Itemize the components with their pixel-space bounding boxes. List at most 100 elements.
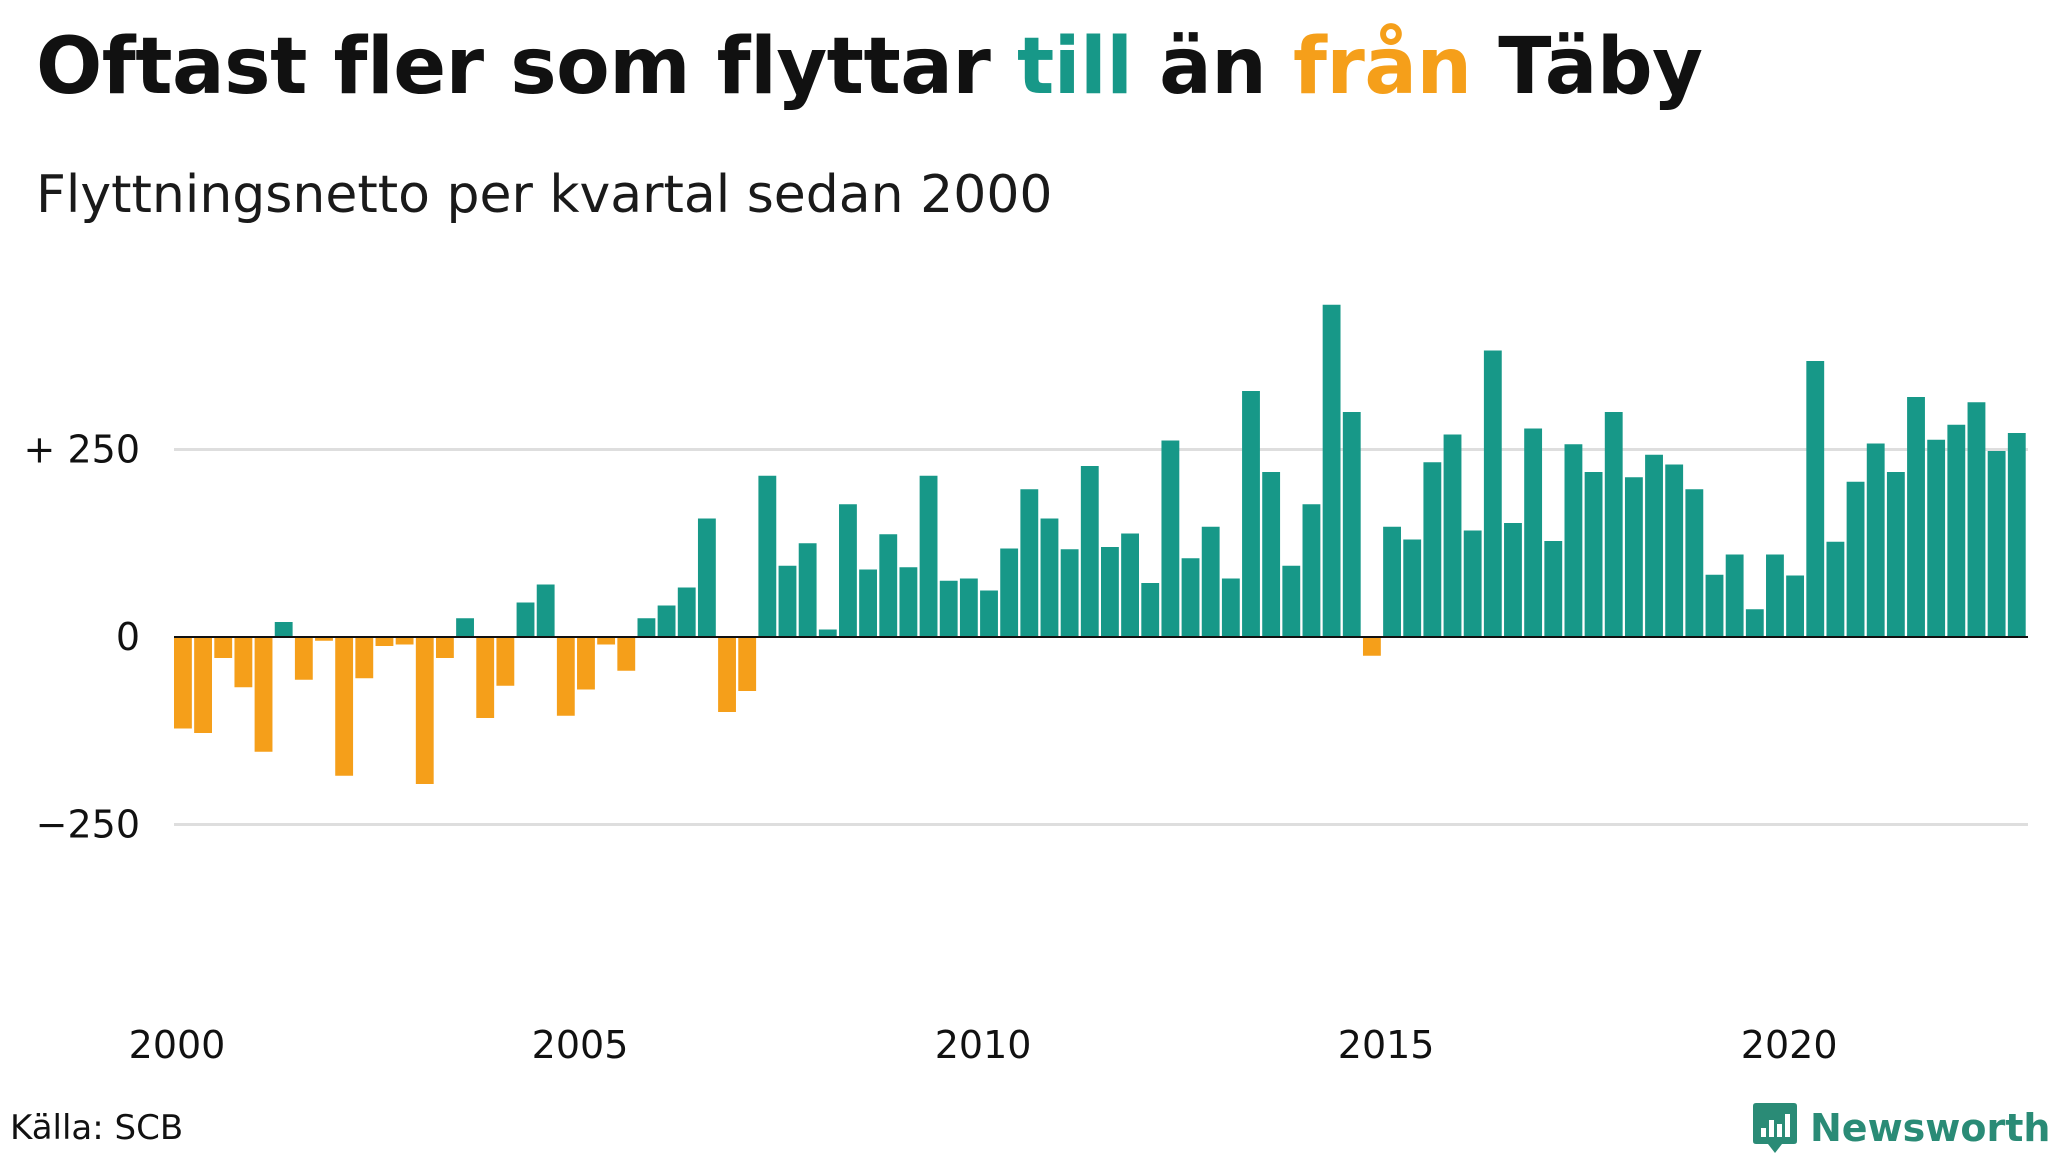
bar bbox=[1766, 554, 1784, 637]
bar bbox=[899, 567, 918, 637]
axes: + 250 0 −250 2000 2005 2010 2015 2020 bbox=[24, 428, 2028, 1067]
bar bbox=[1221, 578, 1240, 637]
bar bbox=[1846, 481, 1865, 637]
bar bbox=[718, 637, 736, 712]
bar bbox=[1201, 526, 1220, 637]
bar bbox=[254, 637, 273, 752]
bar bbox=[1967, 402, 1986, 637]
x-tick-label: 2020 bbox=[1741, 1023, 1838, 1067]
x-tick-label: 2015 bbox=[1338, 1023, 1435, 1067]
bars bbox=[174, 304, 2026, 784]
bar bbox=[577, 637, 595, 690]
chart-subtitle: Flyttningsnetto per kvartal sedan 2000 bbox=[36, 165, 1053, 225]
bar bbox=[637, 618, 656, 637]
bar bbox=[1020, 489, 1039, 637]
bar bbox=[1383, 526, 1401, 637]
title-part-end: Täby bbox=[1471, 22, 1703, 112]
bar bbox=[294, 637, 313, 680]
bar bbox=[1322, 304, 1341, 637]
bar bbox=[859, 569, 878, 637]
title-part-lead: Oftast fler som flyttar bbox=[36, 22, 1018, 112]
bar bbox=[1403, 539, 1422, 637]
bar bbox=[476, 637, 495, 718]
bar bbox=[697, 518, 716, 637]
bar bbox=[335, 637, 354, 776]
bar bbox=[1866, 443, 1885, 637]
bar bbox=[1745, 609, 1764, 637]
bar bbox=[778, 565, 797, 637]
bar bbox=[677, 587, 696, 637]
bar bbox=[1927, 439, 1946, 637]
chart-title: Oftast fler som flyttar till än från Täb… bbox=[36, 22, 1703, 112]
bar bbox=[234, 637, 253, 688]
bar bbox=[1060, 549, 1079, 637]
bar bbox=[1443, 434, 1462, 637]
bar bbox=[375, 637, 394, 646]
bar bbox=[435, 637, 454, 658]
bar bbox=[415, 637, 434, 784]
bar bbox=[597, 637, 616, 645]
bar bbox=[556, 637, 575, 716]
bar bbox=[1262, 472, 1281, 637]
y-tick-label: 0 bbox=[116, 615, 140, 659]
y-tick-label: + 250 bbox=[24, 428, 140, 472]
bar bbox=[879, 534, 898, 637]
x-tick-label: 2005 bbox=[532, 1023, 629, 1067]
bar bbox=[1604, 412, 1623, 637]
bar bbox=[1665, 464, 1684, 637]
bar bbox=[1282, 565, 1301, 637]
bar bbox=[395, 637, 414, 645]
bar bbox=[456, 618, 474, 637]
bar bbox=[536, 584, 555, 637]
bar bbox=[657, 605, 676, 637]
bar bbox=[1141, 583, 1160, 637]
bar bbox=[274, 622, 293, 637]
bar bbox=[1362, 637, 1381, 656]
bar bbox=[1161, 440, 1180, 637]
bar bbox=[1806, 361, 1825, 637]
gridlines bbox=[174, 448, 2028, 826]
bar bbox=[1000, 548, 1019, 637]
bar bbox=[1725, 554, 1744, 637]
bar bbox=[1524, 428, 1543, 637]
bar bbox=[798, 543, 817, 637]
title-part-mid: än bbox=[1132, 22, 1293, 112]
title-word-till: till bbox=[1017, 22, 1133, 112]
bar bbox=[758, 475, 777, 637]
bar bbox=[1645, 454, 1663, 637]
bar bbox=[1987, 451, 2006, 637]
title-word-fran: från bbox=[1293, 22, 1472, 112]
bar bbox=[315, 637, 333, 641]
bar bbox=[1826, 541, 1845, 637]
bar bbox=[1101, 547, 1119, 637]
bar bbox=[1302, 504, 1321, 637]
bar bbox=[617, 637, 636, 671]
bar bbox=[355, 637, 374, 679]
bar bbox=[1947, 424, 1966, 637]
bar bbox=[1504, 523, 1522, 637]
bar bbox=[1242, 391, 1260, 637]
x-tick-label: 2010 bbox=[935, 1023, 1032, 1067]
bar bbox=[839, 504, 857, 637]
bar bbox=[1786, 575, 1805, 637]
bar bbox=[174, 637, 192, 729]
bar bbox=[818, 629, 837, 637]
bar bbox=[1584, 472, 1603, 637]
brand-name: Newsworthy bbox=[1810, 1106, 2048, 1150]
bar bbox=[939, 580, 958, 637]
bar bbox=[1483, 350, 1502, 637]
bar bbox=[1886, 472, 1905, 637]
bar bbox=[1544, 541, 1563, 637]
bar bbox=[738, 637, 757, 691]
y-tick-label: −250 bbox=[36, 803, 140, 847]
bar bbox=[1121, 533, 1139, 637]
source-note: Källa: SCB bbox=[10, 1108, 184, 1148]
bar bbox=[1342, 412, 1361, 637]
bar-chart-speech-bubble-icon bbox=[1753, 1103, 1797, 1153]
bar bbox=[1080, 466, 1099, 637]
bar bbox=[1564, 444, 1583, 637]
bar bbox=[496, 637, 515, 686]
bar bbox=[1705, 574, 1724, 637]
bar bbox=[194, 637, 212, 733]
